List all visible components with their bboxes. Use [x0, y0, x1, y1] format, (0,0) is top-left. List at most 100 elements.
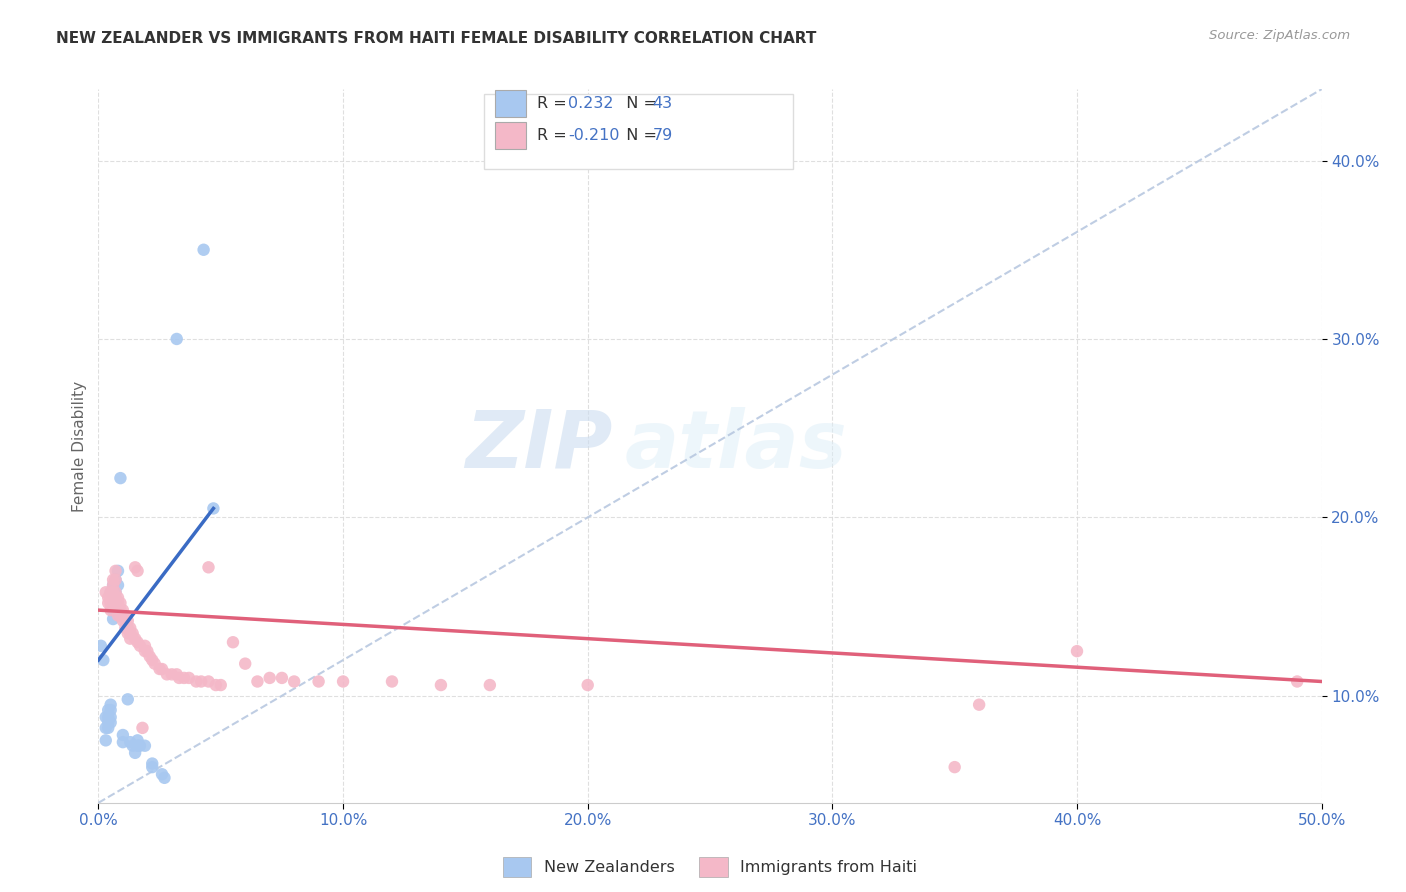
- Point: [114, 614, 136, 628]
- Point: [117, 621, 139, 635]
- Point: [110, 608, 132, 623]
- Point: [111, 603, 134, 617]
- Point: [127, 635, 149, 649]
- Point: [100, 585, 122, 599]
- Point: [430, 678, 453, 692]
- Point: [190, 674, 212, 689]
- Text: ZIP: ZIP: [465, 407, 612, 485]
- Point: [124, 746, 146, 760]
- Point: [111, 735, 134, 749]
- Point: [222, 635, 245, 649]
- Point: [209, 678, 232, 692]
- Text: NEW ZEALANDER VS IMMIGRANTS FROM HAITI FEMALE DISABILITY CORRELATION CHART: NEW ZEALANDER VS IMMIGRANTS FROM HAITI F…: [56, 31, 817, 46]
- Point: [259, 671, 281, 685]
- Point: [101, 603, 124, 617]
- Text: R =: R =: [537, 96, 572, 111]
- Point: [101, 585, 124, 599]
- Point: [141, 756, 163, 771]
- Point: [101, 596, 124, 610]
- Point: [120, 632, 142, 646]
- Text: 0.232: 0.232: [568, 96, 613, 111]
- Point: [100, 603, 122, 617]
- Point: [110, 596, 132, 610]
- Point: [129, 639, 152, 653]
- Point: [478, 678, 501, 692]
- Point: [197, 560, 219, 574]
- Point: [120, 626, 142, 640]
- Point: [270, 671, 294, 685]
- Point: [94, 585, 117, 599]
- Point: [101, 612, 124, 626]
- Text: Source: ZipAtlas.com: Source: ZipAtlas.com: [1209, 29, 1350, 42]
- Point: [1066, 644, 1088, 658]
- Point: [100, 703, 122, 717]
- Point: [127, 564, 149, 578]
- Point: [101, 578, 124, 592]
- Point: [114, 621, 136, 635]
- Point: [101, 573, 124, 587]
- Text: 79: 79: [652, 128, 672, 143]
- Point: [97, 596, 120, 610]
- Point: [100, 591, 122, 605]
- Point: [104, 603, 127, 617]
- Text: R =: R =: [537, 128, 572, 143]
- Point: [104, 573, 127, 587]
- Point: [153, 771, 176, 785]
- Point: [136, 644, 159, 658]
- Text: 43: 43: [652, 96, 672, 111]
- Point: [134, 644, 156, 658]
- Point: [101, 591, 124, 605]
- Point: [177, 671, 200, 685]
- Point: [967, 698, 990, 712]
- Point: [107, 591, 129, 605]
- Point: [197, 674, 219, 689]
- Point: [120, 621, 142, 635]
- Point: [101, 578, 124, 592]
- Point: [283, 674, 305, 689]
- Text: -0.210: -0.210: [568, 128, 620, 143]
- Point: [104, 585, 127, 599]
- Point: [124, 632, 146, 646]
- Point: [127, 733, 149, 747]
- Point: [97, 703, 120, 717]
- Point: [94, 733, 117, 747]
- Y-axis label: Female Disability: Female Disability: [72, 380, 87, 512]
- Point: [150, 767, 173, 781]
- Point: [141, 653, 163, 667]
- Point: [97, 715, 120, 730]
- Point: [100, 710, 122, 724]
- Point: [943, 760, 966, 774]
- Point: [134, 739, 156, 753]
- Point: [139, 649, 162, 664]
- Point: [104, 596, 127, 610]
- Point: [104, 564, 127, 578]
- Point: [205, 678, 228, 692]
- Point: [111, 728, 134, 742]
- Point: [134, 639, 156, 653]
- Point: [156, 667, 179, 681]
- Point: [97, 591, 120, 605]
- Point: [576, 678, 599, 692]
- Point: [100, 698, 122, 712]
- Point: [332, 674, 354, 689]
- Point: [94, 710, 117, 724]
- Point: [97, 721, 120, 735]
- Point: [202, 501, 225, 516]
- Point: [107, 578, 129, 592]
- Point: [110, 603, 132, 617]
- Point: [111, 608, 134, 623]
- Point: [121, 739, 143, 753]
- Point: [107, 596, 129, 610]
- Text: N =: N =: [616, 96, 662, 111]
- Point: [246, 674, 269, 689]
- Point: [167, 671, 190, 685]
- Text: atlas: atlas: [624, 407, 848, 485]
- Point: [121, 626, 143, 640]
- Point: [104, 573, 127, 587]
- Text: N =: N =: [616, 128, 662, 143]
- Point: [101, 585, 124, 599]
- Point: [131, 721, 153, 735]
- Point: [111, 614, 134, 628]
- Point: [129, 739, 152, 753]
- Point: [127, 739, 149, 753]
